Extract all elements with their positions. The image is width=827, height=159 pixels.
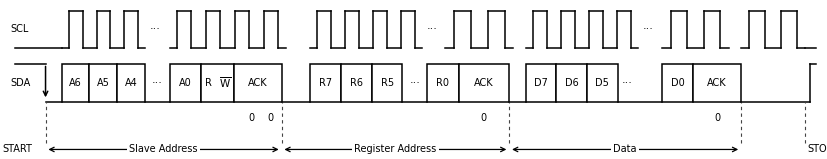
Text: R6: R6 xyxy=(350,78,362,88)
Text: ···: ··· xyxy=(150,24,161,34)
Text: 0: 0 xyxy=(713,113,719,123)
Text: Slave Address: Slave Address xyxy=(129,145,198,154)
Text: R7: R7 xyxy=(319,78,332,88)
Text: R5: R5 xyxy=(380,78,393,88)
Bar xyxy=(89,64,117,102)
Bar xyxy=(662,64,692,102)
Bar xyxy=(310,64,341,102)
Text: START: START xyxy=(2,145,32,154)
Text: A6: A6 xyxy=(69,78,82,88)
Text: ACK: ACK xyxy=(706,78,726,88)
Text: Register Address: Register Address xyxy=(354,145,436,154)
Bar xyxy=(170,64,201,102)
Bar xyxy=(117,64,145,102)
Text: $\overline{\mathregular{W}}$: $\overline{\mathregular{W}}$ xyxy=(218,75,231,90)
Bar xyxy=(341,64,371,102)
Text: 0: 0 xyxy=(267,113,274,123)
Bar xyxy=(458,64,509,102)
Text: 0: 0 xyxy=(480,113,486,123)
Text: R: R xyxy=(205,78,215,88)
Text: A5: A5 xyxy=(97,78,109,88)
Bar xyxy=(692,64,740,102)
Bar xyxy=(234,64,281,102)
Text: STOP: STOP xyxy=(806,145,827,154)
Text: A4: A4 xyxy=(124,78,137,88)
Text: ···: ··· xyxy=(620,78,632,88)
Text: ACK: ACK xyxy=(474,78,493,88)
Bar xyxy=(201,64,234,102)
Text: ···: ··· xyxy=(409,78,420,88)
Text: D5: D5 xyxy=(595,78,609,88)
Text: 0: 0 xyxy=(248,113,255,123)
Text: SDA: SDA xyxy=(10,78,30,88)
Text: D0: D0 xyxy=(670,78,684,88)
Bar xyxy=(371,64,402,102)
Text: SCL: SCL xyxy=(10,24,28,34)
Bar xyxy=(586,64,617,102)
Text: ···: ··· xyxy=(426,24,437,34)
Text: ···: ··· xyxy=(151,78,163,88)
Text: ACK: ACK xyxy=(248,78,267,88)
Text: Data: Data xyxy=(613,145,636,154)
Text: ···: ··· xyxy=(642,24,653,34)
Bar xyxy=(427,64,458,102)
Bar xyxy=(525,64,556,102)
Text: R0: R0 xyxy=(436,78,449,88)
Text: D6: D6 xyxy=(564,78,578,88)
Bar xyxy=(556,64,586,102)
Text: D7: D7 xyxy=(533,78,547,88)
Bar xyxy=(62,64,89,102)
Text: A0: A0 xyxy=(179,78,192,88)
